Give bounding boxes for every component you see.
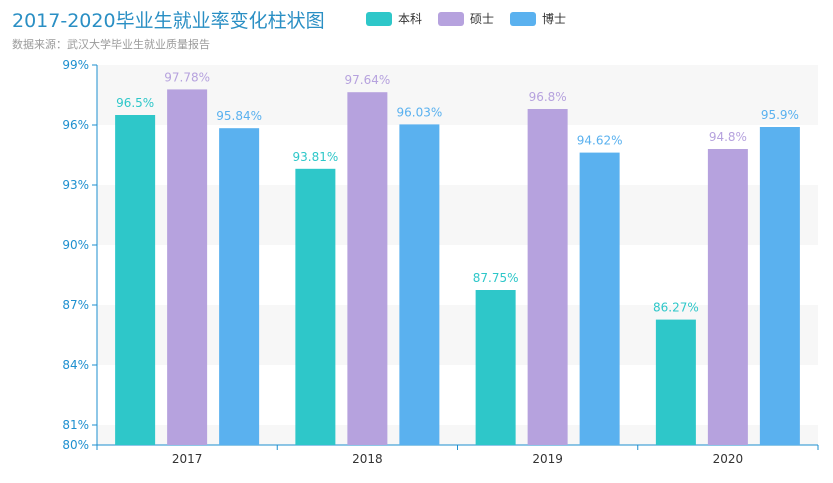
data-label-doctor: 95.84% — [216, 109, 262, 123]
bar-doctor — [759, 127, 800, 445]
legend-label-master: 硕士 — [470, 12, 495, 26]
bar-doctor — [579, 152, 620, 445]
grid-band — [97, 65, 818, 125]
data-label-doctor: 95.9% — [761, 108, 799, 122]
legend-swatch-bachelor — [366, 11, 392, 26]
bar-bachelor — [475, 290, 516, 445]
legend-item-doctor[interactable]: 博士 — [510, 10, 566, 27]
bar-master — [347, 92, 388, 445]
legend[interactable]: 本科 硕士 博士 — [366, 10, 566, 27]
data-label-doctor: 96.03% — [396, 105, 442, 119]
x-tick-label: 2018 — [352, 452, 383, 466]
bar-master — [167, 89, 208, 446]
bar-doctor — [399, 124, 440, 446]
data-label-bachelor: 96.5% — [116, 96, 154, 110]
bar-bachelor — [295, 168, 336, 446]
legend-swatch-doctor — [510, 11, 537, 26]
y-tick-label: 84% — [62, 358, 89, 372]
y-tick-label: 81% — [62, 418, 89, 432]
x-tick-label: 2019 — [532, 452, 563, 466]
grid-band — [97, 185, 818, 245]
chart-title: 2017-2020毕业生就业率变化柱状图 — [12, 10, 325, 32]
y-tick-label: 93% — [62, 178, 89, 192]
grid-band — [97, 305, 818, 365]
x-tick-label: 2020 — [713, 452, 744, 466]
y-tick-label: 87% — [62, 298, 89, 312]
bar-master — [527, 109, 568, 445]
bar-bachelor — [655, 319, 696, 445]
legend-label-bachelor: 本科 — [398, 12, 423, 26]
data-label-doctor: 94.62% — [577, 134, 623, 148]
legend-item-bachelor[interactable]: 本科 — [366, 10, 422, 27]
legend-swatch-master — [438, 11, 465, 26]
grid-band — [97, 425, 818, 445]
legend-label-doctor: 博士 — [542, 12, 567, 26]
data-label-master: 94.8% — [709, 130, 747, 144]
chart-subtitle: 数据来源：武汉大学毕业生就业质量报告 — [12, 38, 210, 51]
data-label-master: 96.8% — [529, 90, 567, 104]
y-tick-label: 99% — [62, 58, 89, 72]
bar-bachelor — [115, 115, 156, 445]
x-tick-label: 2017 — [172, 452, 203, 466]
bar-doctor — [219, 128, 260, 445]
data-label-bachelor: 86.27% — [653, 301, 699, 315]
y-tick-label: 80% — [62, 438, 89, 452]
y-tick-label: 96% — [62, 118, 89, 132]
data-label-master: 97.64% — [344, 73, 390, 87]
bar-master — [707, 149, 748, 445]
data-label-bachelor: 87.75% — [473, 271, 519, 285]
data-label-bachelor: 93.81% — [292, 150, 338, 164]
legend-item-master[interactable]: 硕士 — [438, 10, 494, 27]
y-tick-label: 90% — [62, 238, 89, 252]
data-label-master: 97.78% — [164, 70, 210, 84]
